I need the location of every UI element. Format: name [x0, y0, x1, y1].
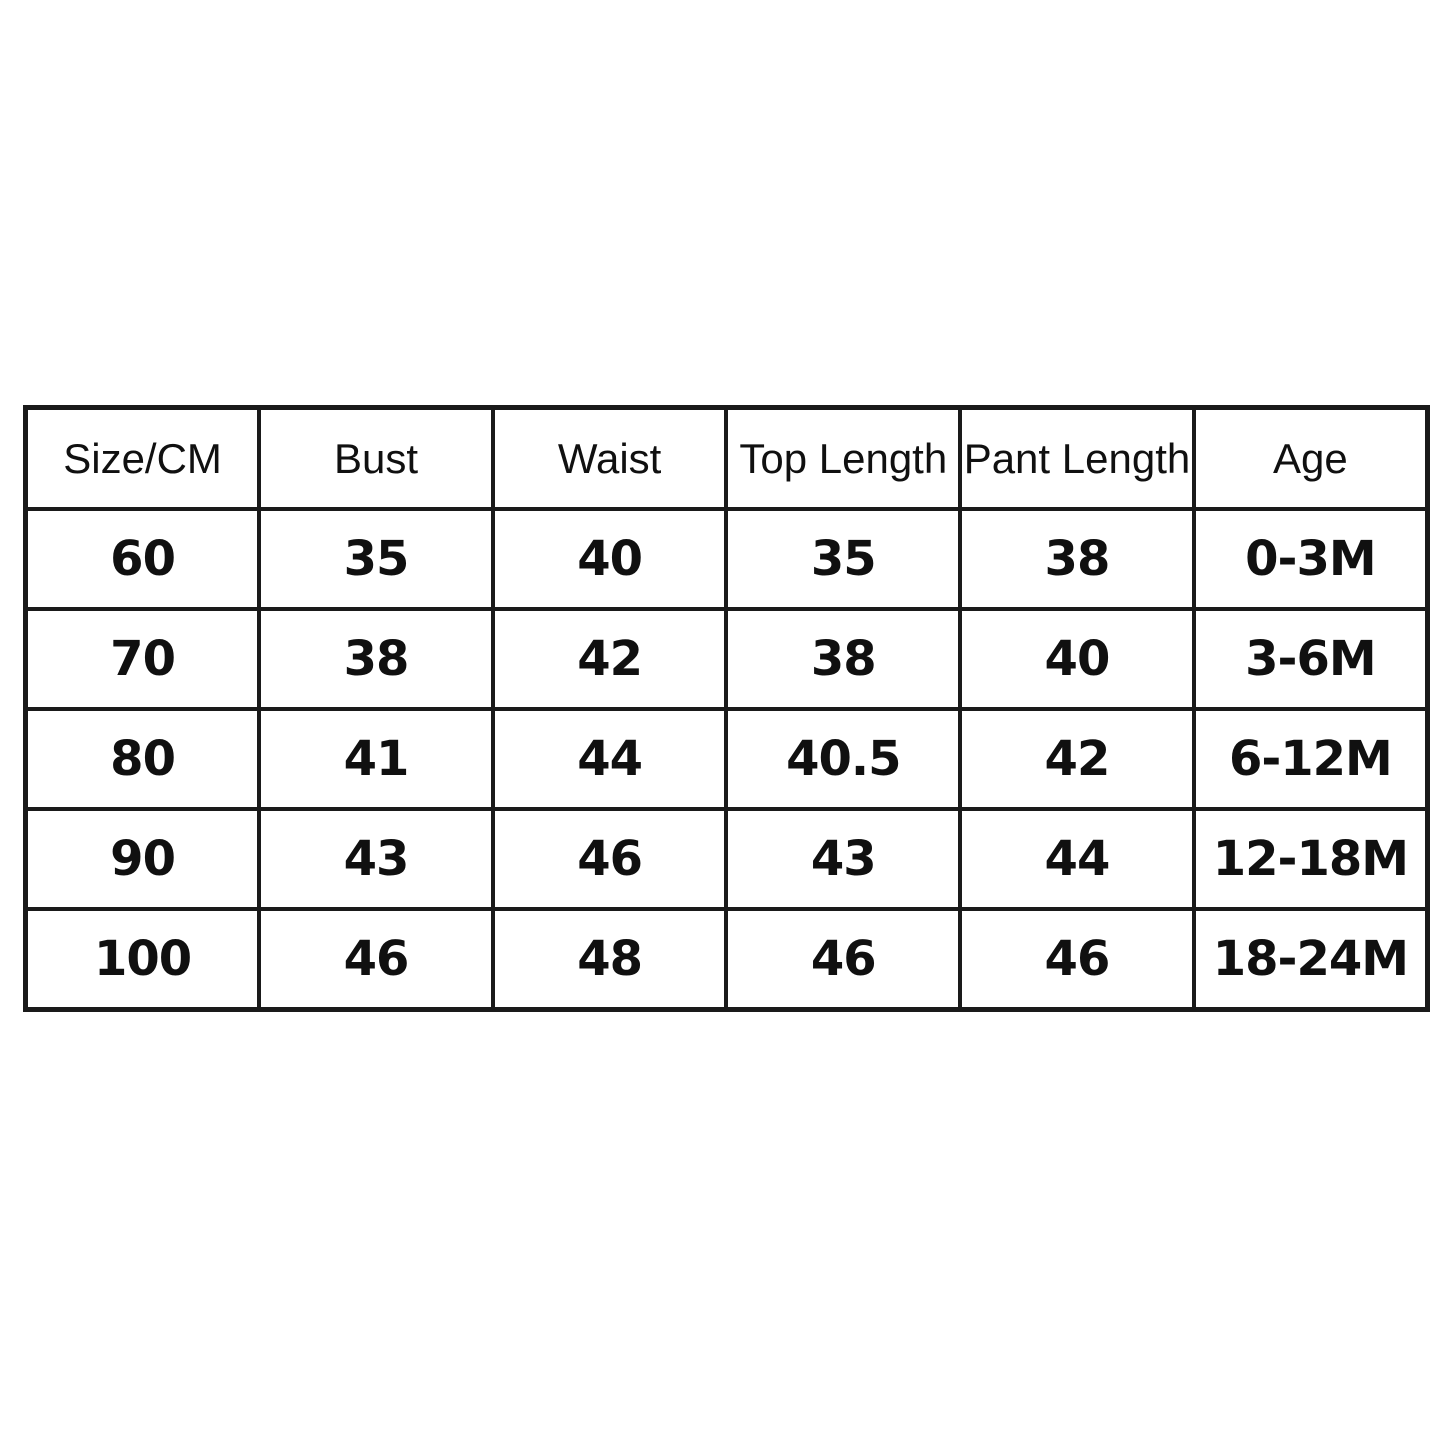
- cell-bust: 38: [257, 607, 495, 711]
- cell-pant-length: 46: [958, 907, 1196, 1012]
- cell-bust: 43: [257, 807, 495, 911]
- cell-size: 90: [23, 807, 262, 911]
- cell-age: 18-24M: [1191, 907, 1430, 1012]
- cell-waist: 46: [490, 807, 729, 911]
- cell-size: 60: [23, 507, 262, 611]
- cell-top-length: 43: [724, 807, 963, 911]
- cell-waist: 40: [490, 507, 729, 611]
- cell-waist: 44: [490, 707, 729, 811]
- cell-pant-length: 40: [958, 607, 1196, 711]
- cell-age: 12-18M: [1191, 807, 1430, 911]
- cell-size: 100: [23, 907, 262, 1012]
- column-header-bust: Bust: [257, 405, 495, 511]
- cell-size: 70: [23, 607, 262, 711]
- cell-pant-length: 38: [958, 507, 1196, 611]
- column-header-size-cm: Size/CM: [23, 405, 262, 511]
- size-chart-table: Size/CM Bust Waist Top Length Pant Lengt…: [23, 405, 1430, 1012]
- table-row: 90 43 46 43 44 12-18M: [23, 807, 1430, 911]
- cell-age: 6-12M: [1191, 707, 1430, 811]
- cell-top-length: 40.5: [724, 707, 963, 811]
- cell-top-length: 35: [724, 507, 963, 611]
- cell-bust: 35: [257, 507, 495, 611]
- table-row: 100 46 48 46 46 18-24M: [23, 907, 1430, 1012]
- cell-pant-length: 44: [958, 807, 1196, 911]
- column-header-top-length: Top Length: [724, 405, 963, 511]
- cell-top-length: 46: [724, 907, 963, 1012]
- cell-age: 0-3M: [1191, 507, 1430, 611]
- cell-size: 80: [23, 707, 262, 811]
- cell-bust: 46: [257, 907, 495, 1012]
- cell-pant-length: 42: [958, 707, 1196, 811]
- cell-bust: 41: [257, 707, 495, 811]
- table-row: 60 35 40 35 38 0-3M: [23, 507, 1430, 611]
- cell-top-length: 38: [724, 607, 963, 711]
- column-header-waist: Waist: [490, 405, 729, 511]
- table-row: 80 41 44 40.5 42 6-12M: [23, 707, 1430, 811]
- cell-age: 3-6M: [1191, 607, 1430, 711]
- table-header-row: Size/CM Bust Waist Top Length Pant Lengt…: [23, 405, 1430, 511]
- cell-waist: 42: [490, 607, 729, 711]
- column-header-pant-length: Pant Length: [958, 405, 1196, 511]
- cell-waist: 48: [490, 907, 729, 1012]
- table-row: 70 38 42 38 40 3-6M: [23, 607, 1430, 711]
- column-header-age: Age: [1191, 405, 1430, 511]
